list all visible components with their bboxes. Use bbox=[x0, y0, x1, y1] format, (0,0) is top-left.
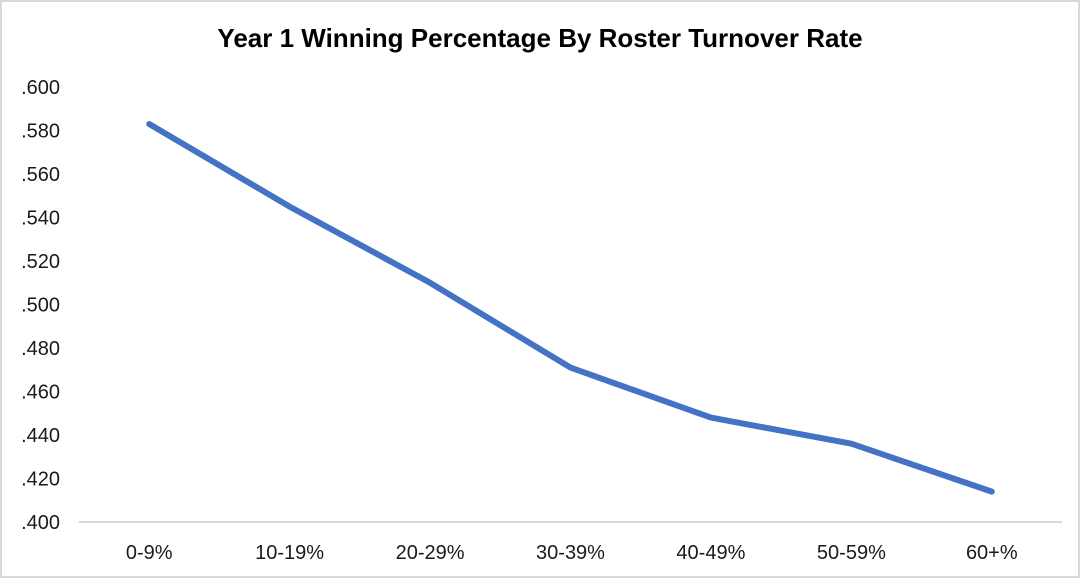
y-axis-tick-label: .400 bbox=[21, 512, 60, 534]
y-axis-tick-label: .500 bbox=[21, 295, 60, 317]
y-axis-tick-label: .600 bbox=[21, 77, 60, 99]
y-axis-tick-label: .460 bbox=[21, 382, 60, 404]
data-series-line bbox=[146, 121, 995, 495]
y-axis-tick-label: .580 bbox=[21, 121, 60, 143]
x-axis-tick-label: 20-29% bbox=[396, 542, 465, 564]
y-axis-tick-label: .560 bbox=[21, 164, 60, 186]
x-axis-tick-label: 60+% bbox=[966, 542, 1018, 564]
x-axis-tick-label: 10-19% bbox=[255, 542, 324, 564]
y-axis-tick-label: .540 bbox=[21, 208, 60, 230]
y-axis-tick-label: .440 bbox=[21, 425, 60, 447]
x-axis-tick-label: 0-9% bbox=[126, 542, 173, 564]
x-axis-tick-label: 50-59% bbox=[817, 542, 886, 564]
y-axis-tick-label: .520 bbox=[21, 251, 60, 273]
y-axis-tick-label: .420 bbox=[21, 469, 60, 491]
x-axis-tick-label: 40-49% bbox=[676, 542, 745, 564]
x-axis-tick-label: 30-39% bbox=[536, 542, 605, 564]
chart-title: Year 1 Winning Percentage By Roster Turn… bbox=[217, 23, 863, 53]
y-axis-tick-label: .480 bbox=[21, 338, 60, 360]
